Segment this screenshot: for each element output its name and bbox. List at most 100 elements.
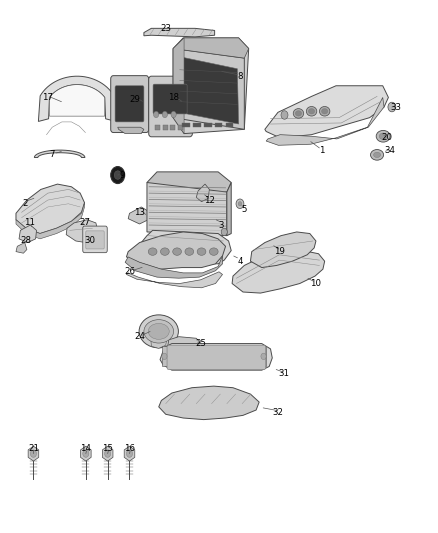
Polygon shape [173,49,244,130]
Text: 18: 18 [168,93,179,102]
Bar [204,123,212,127]
Polygon shape [125,256,223,278]
Bar [155,125,160,131]
Text: 30: 30 [85,237,95,246]
Text: 9: 9 [120,171,125,180]
Ellipse shape [376,131,390,142]
Circle shape [171,111,176,118]
Ellipse shape [295,111,301,116]
Circle shape [221,228,227,236]
Polygon shape [128,207,150,224]
Polygon shape [118,127,144,134]
FancyBboxPatch shape [153,84,187,114]
FancyBboxPatch shape [111,76,149,133]
FancyBboxPatch shape [149,76,192,137]
Text: 28: 28 [21,237,32,246]
Polygon shape [147,172,231,192]
Circle shape [105,450,111,457]
FancyBboxPatch shape [86,231,104,249]
Ellipse shape [321,109,328,114]
Polygon shape [251,232,316,268]
Polygon shape [179,56,239,124]
Polygon shape [173,38,249,134]
Polygon shape [147,182,227,236]
Ellipse shape [173,248,181,255]
Text: 14: 14 [80,444,92,453]
Ellipse shape [293,109,304,118]
Circle shape [281,111,288,119]
Text: 27: 27 [79,219,90,228]
Bar [162,125,168,131]
Bar [226,123,233,127]
Polygon shape [16,184,85,233]
Polygon shape [151,338,166,349]
Ellipse shape [160,248,169,255]
Circle shape [127,450,133,457]
Text: 8: 8 [237,71,243,80]
Ellipse shape [148,248,157,255]
Polygon shape [159,386,259,419]
Circle shape [114,171,121,179]
Polygon shape [160,344,272,370]
Ellipse shape [197,248,206,255]
Polygon shape [66,220,98,243]
Polygon shape [34,150,85,158]
Ellipse shape [139,315,178,348]
Text: 11: 11 [24,219,35,228]
Ellipse shape [308,109,314,114]
Circle shape [238,201,242,206]
Bar [215,123,223,127]
FancyBboxPatch shape [115,86,144,122]
Polygon shape [173,38,249,58]
Circle shape [162,111,167,118]
Text: 33: 33 [390,102,401,111]
Text: 34: 34 [385,146,396,155]
Ellipse shape [148,324,169,340]
Text: 29: 29 [130,94,141,103]
Polygon shape [19,225,36,243]
Bar [170,125,175,131]
Text: 20: 20 [381,133,392,142]
Ellipse shape [319,107,330,116]
Polygon shape [265,86,389,138]
Text: 21: 21 [28,444,39,453]
Text: 31: 31 [278,369,289,378]
Text: 2: 2 [22,199,28,208]
Bar [193,123,201,127]
Polygon shape [162,346,167,367]
Polygon shape [39,76,116,122]
Circle shape [153,111,159,118]
Text: 13: 13 [134,208,145,217]
Text: 16: 16 [124,444,135,453]
Text: 23: 23 [160,24,171,33]
Text: 17: 17 [42,93,53,102]
Polygon shape [144,28,215,37]
Ellipse shape [371,150,384,160]
Circle shape [83,450,89,457]
Text: 12: 12 [204,196,215,205]
Ellipse shape [379,133,387,140]
Polygon shape [227,182,231,236]
Polygon shape [127,272,223,288]
Text: 4: 4 [237,257,243,265]
Text: 19: 19 [274,247,285,256]
FancyBboxPatch shape [167,345,266,369]
Text: 7: 7 [49,150,55,159]
Polygon shape [232,251,325,293]
Polygon shape [127,232,226,269]
Polygon shape [141,230,231,264]
Ellipse shape [144,320,173,343]
Ellipse shape [306,107,317,116]
Polygon shape [167,337,202,355]
Text: 5: 5 [242,205,247,214]
Circle shape [261,353,266,360]
Polygon shape [173,38,184,134]
Circle shape [162,353,167,360]
Polygon shape [16,243,27,253]
Polygon shape [16,203,85,239]
Text: 26: 26 [124,268,135,276]
Text: 3: 3 [219,221,224,230]
Polygon shape [196,184,209,201]
Polygon shape [261,346,266,367]
Circle shape [30,450,36,457]
